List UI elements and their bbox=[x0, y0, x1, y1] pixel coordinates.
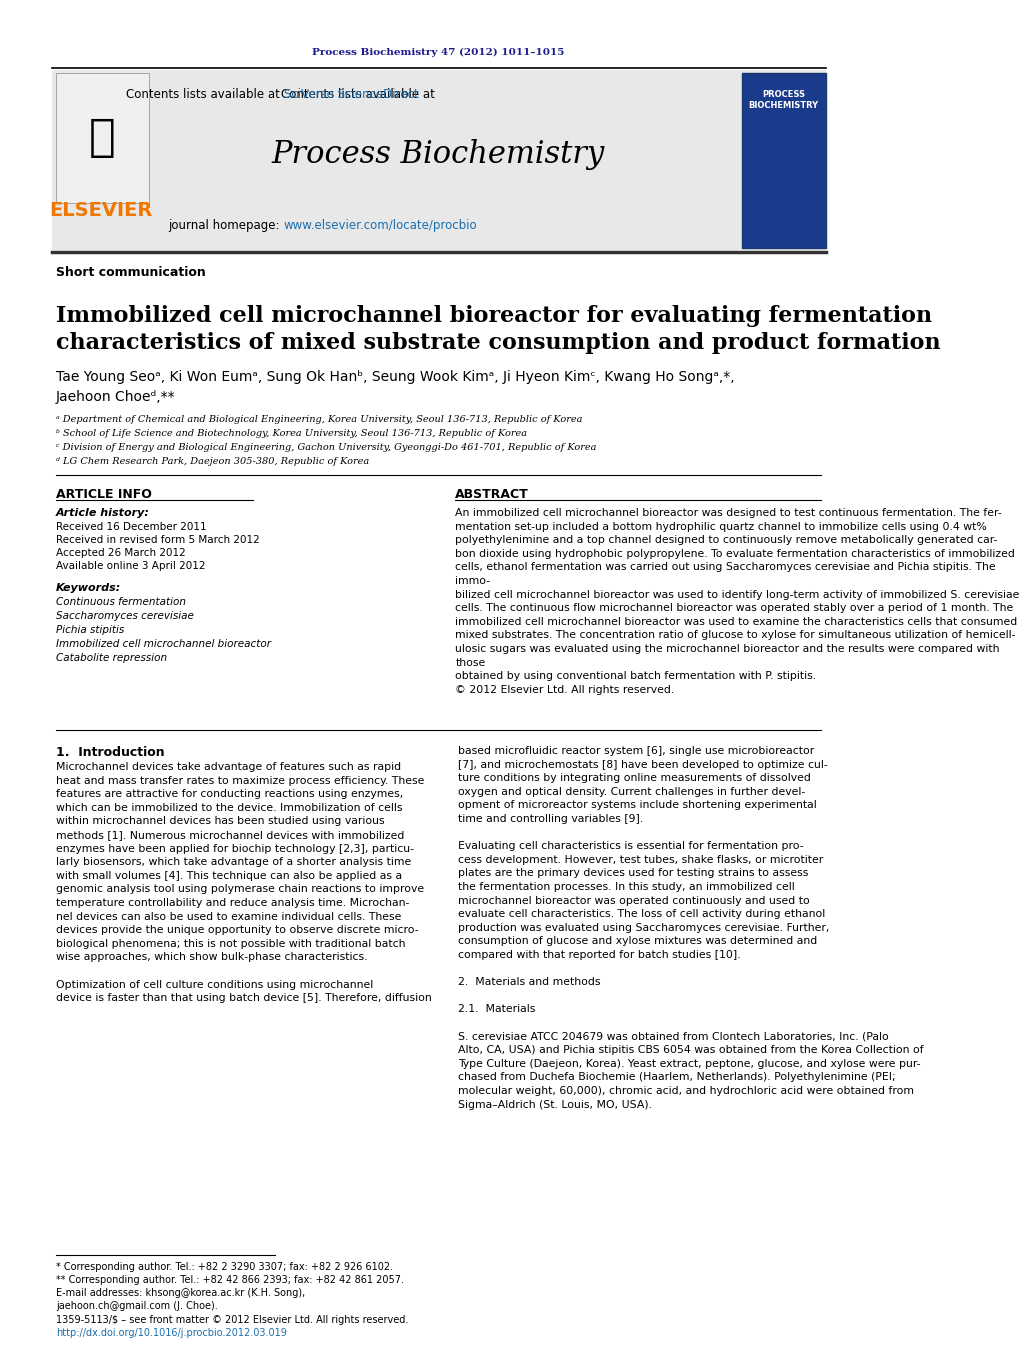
Text: 1.  Introduction: 1. Introduction bbox=[56, 746, 164, 759]
Text: E-mail addresses: khsong@korea.ac.kr (K.H. Song),
jaehoon.ch@gmail.com (J. Choe): E-mail addresses: khsong@korea.ac.kr (K.… bbox=[56, 1288, 305, 1312]
Text: Short communication: Short communication bbox=[56, 266, 205, 278]
Text: based microfluidic reactor system [6], single use microbioreactor
[7], and micro: based microfluidic reactor system [6], s… bbox=[458, 746, 924, 1109]
FancyBboxPatch shape bbox=[51, 70, 826, 250]
Text: ELSEVIER: ELSEVIER bbox=[50, 200, 153, 219]
Text: ᵈ LG Chem Research Park, Daejeon 305-380, Republic of Korea: ᵈ LG Chem Research Park, Daejeon 305-380… bbox=[56, 457, 370, 466]
Text: * Corresponding author. Tel.: +82 2 3290 3307; fax: +82 2 926 6102.: * Corresponding author. Tel.: +82 2 3290… bbox=[56, 1262, 393, 1273]
Text: 1359-5113/$ – see front matter © 2012 Elsevier Ltd. All rights reserved.: 1359-5113/$ – see front matter © 2012 El… bbox=[56, 1315, 408, 1325]
Text: Received 16 December 2011: Received 16 December 2011 bbox=[56, 521, 206, 532]
Text: Contents lists available at: Contents lists available at bbox=[126, 89, 284, 101]
FancyBboxPatch shape bbox=[56, 73, 149, 203]
Text: Immobilized cell microchannel bioreactor for evaluating fermentation
characteris: Immobilized cell microchannel bioreactor… bbox=[56, 305, 940, 354]
FancyBboxPatch shape bbox=[741, 73, 826, 249]
Text: Tae Young Seoᵃ, Ki Won Eumᵃ, Sung Ok Hanᵇ, Seung Wook Kimᵃ, Ji Hyeon Kimᶜ, Kwang: Tae Young Seoᵃ, Ki Won Eumᵃ, Sung Ok Han… bbox=[56, 370, 734, 404]
Text: journal homepage:: journal homepage: bbox=[168, 219, 284, 231]
Text: Article history:: Article history: bbox=[56, 508, 150, 517]
Text: www.elsevier.com/locate/procbio: www.elsevier.com/locate/procbio bbox=[284, 219, 477, 231]
Text: Contents lists available at: Contents lists available at bbox=[281, 89, 438, 101]
Text: Accepted 26 March 2012: Accepted 26 March 2012 bbox=[56, 549, 186, 558]
Text: Microchannel devices take advantage of features such as rapid
heat and mass tran: Microchannel devices take advantage of f… bbox=[56, 762, 432, 1004]
Text: Keywords:: Keywords: bbox=[56, 584, 121, 593]
Text: An immobilized cell microchannel bioreactor was designed to test continuous ferm: An immobilized cell microchannel bioreac… bbox=[455, 508, 1020, 694]
Text: 🌳: 🌳 bbox=[89, 116, 115, 159]
Text: Received in revised form 5 March 2012: Received in revised form 5 March 2012 bbox=[56, 535, 259, 544]
Text: ARTICLE INFO: ARTICLE INFO bbox=[56, 488, 152, 501]
Text: Continuous fermentation
Saccharomyces cerevisiae
Pichia stipitis
Immobilized cel: Continuous fermentation Saccharomyces ce… bbox=[56, 597, 271, 663]
Text: SciVerse ScienceDirect: SciVerse ScienceDirect bbox=[284, 89, 419, 101]
Text: Process Biochemistry 47 (2012) 1011–1015: Process Biochemistry 47 (2012) 1011–1015 bbox=[312, 47, 565, 57]
Text: PROCESS
BIOCHEMISTRY: PROCESS BIOCHEMISTRY bbox=[748, 91, 819, 109]
Text: Process Biochemistry: Process Biochemistry bbox=[272, 139, 604, 170]
Text: ᶜ Division of Energy and Biological Engineering, Gachon University, Gyeonggi-Do : ᶜ Division of Energy and Biological Engi… bbox=[56, 443, 596, 453]
Text: ABSTRACT: ABSTRACT bbox=[455, 488, 529, 501]
Text: http://dx.doi.org/10.1016/j.procbio.2012.03.019: http://dx.doi.org/10.1016/j.procbio.2012… bbox=[56, 1328, 287, 1337]
Text: ** Corresponding author. Tel.: +82 42 866 2393; fax: +82 42 861 2057.: ** Corresponding author. Tel.: +82 42 86… bbox=[56, 1275, 404, 1285]
Text: Available online 3 April 2012: Available online 3 April 2012 bbox=[56, 561, 205, 571]
Text: ᵇ School of Life Science and Biotechnology, Korea University, Seoul 136-713, Rep: ᵇ School of Life Science and Biotechnolo… bbox=[56, 430, 527, 438]
Text: ᵃ Department of Chemical and Biological Engineering, Korea University, Seoul 136: ᵃ Department of Chemical and Biological … bbox=[56, 415, 582, 424]
